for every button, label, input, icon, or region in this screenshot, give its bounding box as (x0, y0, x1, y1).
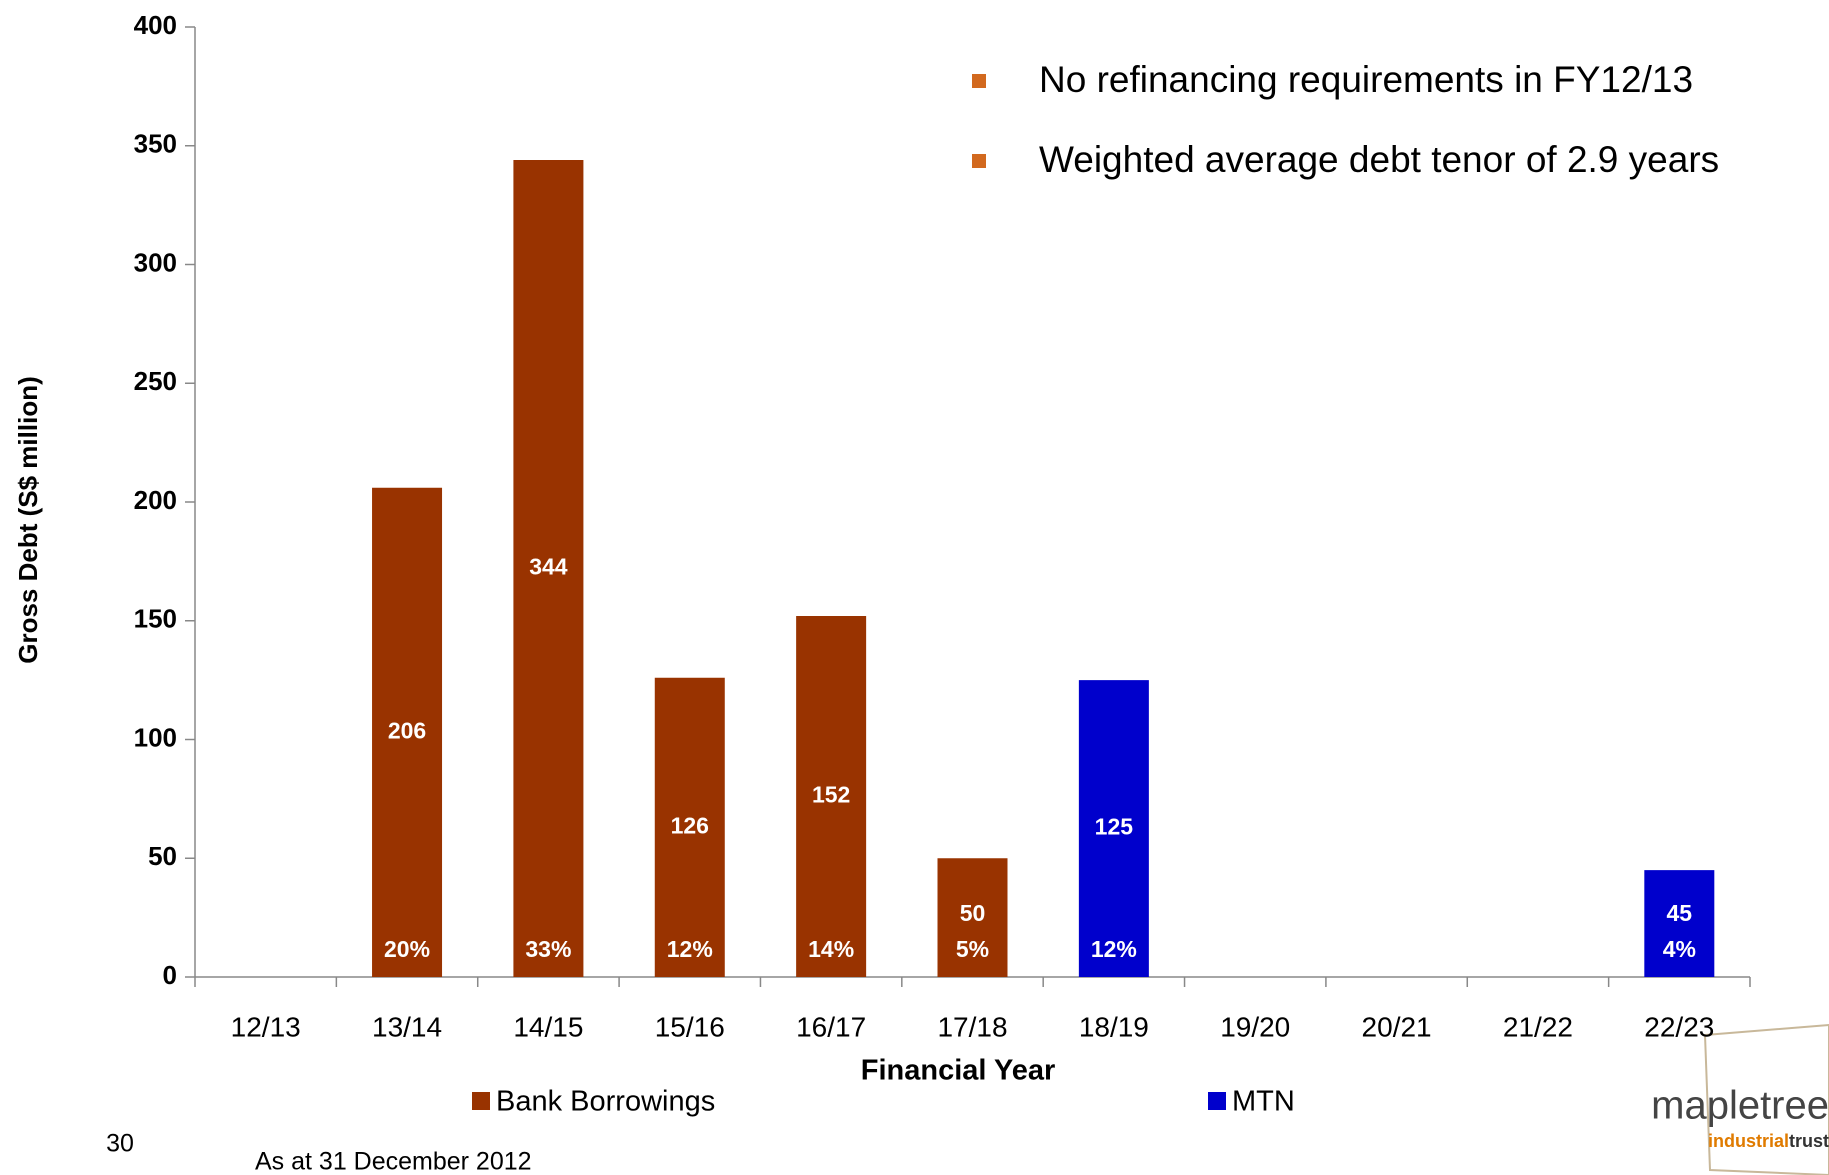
y-tick-label: 200 (134, 485, 177, 515)
share-label: 14% (808, 936, 854, 962)
bar (513, 160, 584, 977)
x-tick-label: 16/17 (796, 1011, 866, 1042)
logo-sub2: trust (1789, 1131, 1829, 1151)
bullet-marker (972, 154, 986, 168)
y-tick-label: 350 (134, 129, 177, 159)
y-tick-label: 300 (134, 247, 177, 277)
value-label: 45 (1667, 900, 1693, 926)
x-axis-label: Financial Year (861, 1055, 1056, 1087)
x-tick-label: 22/23 (1644, 1011, 1714, 1042)
share-label: 12% (667, 936, 713, 962)
logo-brand: mapletree (1651, 1084, 1829, 1128)
x-tick-label: 17/18 (937, 1011, 1007, 1042)
y-tick-label: 400 (134, 10, 177, 40)
share-label: 20% (384, 936, 430, 962)
x-tick-label: 13/14 (372, 1011, 442, 1042)
bullet-text: Weighted average debt tenor of 2.9 years (1039, 139, 1719, 180)
share-label: 5% (956, 936, 989, 962)
logo-sub: industrialtrust (1708, 1131, 1829, 1151)
share-label: 33% (525, 936, 571, 962)
legend-label: Bank Borrowings (496, 1086, 715, 1118)
y-tick-label: 250 (134, 366, 177, 396)
bar (796, 616, 867, 977)
y-tick-label: 0 (163, 960, 177, 990)
logo-sub1: industrial (1708, 1131, 1789, 1151)
legend-swatch (1208, 1092, 1226, 1110)
x-tick-label: 14/15 (513, 1011, 583, 1042)
bar (372, 487, 443, 977)
legend-label: MTN (1232, 1086, 1295, 1118)
logo: mapletree industrialtrust (1651, 1023, 1829, 1175)
share-label: 4% (1663, 936, 1696, 962)
bar (1644, 870, 1715, 977)
logo-frame (1703, 1023, 1829, 1175)
bar (937, 858, 1008, 977)
bar (654, 677, 725, 977)
y-tick-label: 50 (148, 841, 177, 871)
x-tick-label: 18/19 (1079, 1011, 1149, 1042)
bar (1078, 680, 1149, 977)
x-tick-label: 12/13 (231, 1011, 301, 1042)
y-tick-label: 150 (134, 604, 177, 634)
footnote: As at 31 December 2012 (255, 1148, 532, 1175)
value-label: 125 (1095, 814, 1134, 840)
share-label: 12% (1091, 936, 1137, 962)
x-tick-label: 19/20 (1220, 1011, 1290, 1042)
value-label: 206 (388, 717, 426, 743)
value-label: 50 (960, 900, 986, 926)
bullet-marker (972, 74, 986, 88)
y-axis-label: Gross Debt (S$ million) (13, 376, 43, 664)
value-label: 344 (529, 554, 568, 580)
bullet-text: No refinancing requirements in FY12/13 (1039, 59, 1693, 100)
value-label: 152 (812, 782, 850, 808)
legend-swatch (472, 1092, 490, 1110)
x-tick-label: 15/16 (655, 1011, 725, 1042)
x-tick-label: 20/21 (1362, 1011, 1432, 1042)
y-tick-label: 100 (134, 722, 177, 752)
page-number: 30 (106, 1130, 134, 1158)
x-tick-label: 21/22 (1503, 1011, 1573, 1042)
value-label: 126 (671, 812, 709, 838)
